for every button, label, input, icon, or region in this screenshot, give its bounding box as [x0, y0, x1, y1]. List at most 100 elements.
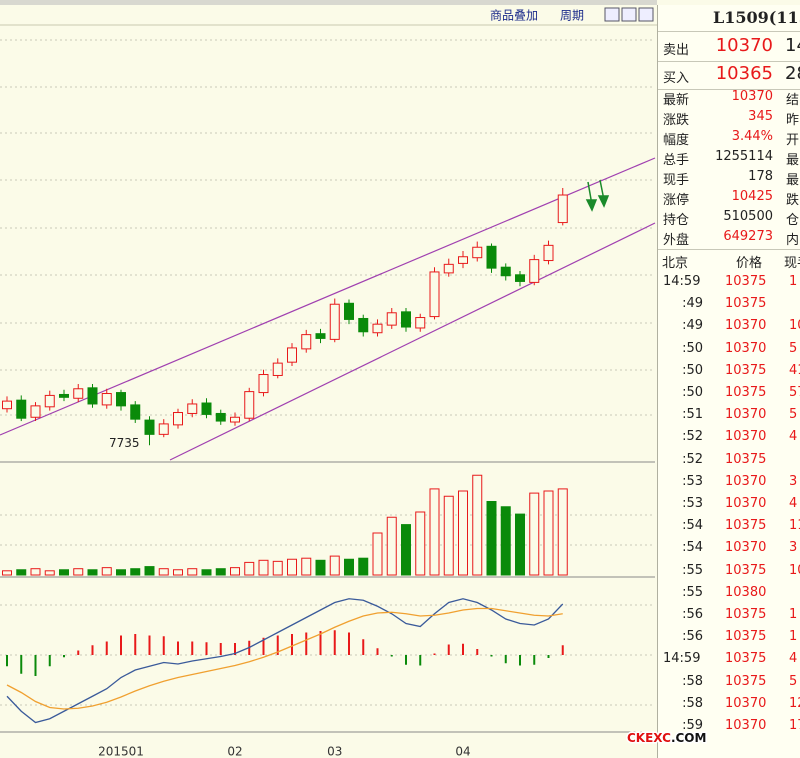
stat-label: 总手 — [663, 153, 690, 168]
candle-body — [30, 405, 41, 418]
stat-next: 昨 — [786, 113, 800, 128]
volume-bar — [44, 570, 55, 576]
tick-time: :50 — [682, 385, 703, 400]
tick-price: 10375 — [725, 562, 767, 578]
row-divider — [658, 61, 800, 62]
candle-body — [315, 333, 326, 339]
volume-bar — [130, 568, 141, 576]
volume-bar — [329, 555, 340, 576]
candle-body — [429, 271, 440, 318]
stat-next: 仓 — [786, 213, 800, 228]
tick-volume: 4 — [789, 496, 798, 511]
candle-body — [344, 302, 354, 320]
tick-time: :58 — [682, 695, 703, 711]
x-tick-label: 04 — [455, 745, 470, 758]
candle-body — [401, 311, 411, 328]
period-button[interactable]: 周期 — [560, 9, 584, 23]
stat-value: 3.44% — [731, 129, 773, 144]
zoom-buttons[interactable] — [604, 7, 654, 22]
tick-time: :58 — [682, 673, 703, 689]
candle-body — [173, 412, 183, 426]
volume-bar — [73, 568, 84, 576]
stat-next: 最 — [786, 153, 800, 168]
candle-body — [230, 416, 240, 423]
candle-body — [386, 312, 397, 326]
candle-body — [73, 388, 84, 399]
stat-value: 345 — [748, 109, 773, 124]
stat-value: 10425 — [731, 189, 773, 204]
trend-channel — [0, 157, 656, 461]
stat-next: 内 — [786, 233, 800, 248]
row-divider — [658, 31, 800, 32]
annotation: 7735 — [109, 436, 140, 450]
tick-price: 10370 — [725, 496, 767, 511]
volume-bar — [258, 559, 269, 576]
tick-time: :53 — [682, 496, 703, 511]
tick-volume: 5 — [789, 340, 798, 356]
candle-body — [458, 256, 468, 264]
x-tick-label: 201501 — [98, 745, 144, 758]
stat-label: 涨停 — [663, 193, 690, 208]
candle-body — [215, 412, 226, 422]
candle-body — [515, 274, 525, 282]
tick-volume: 1 — [789, 274, 798, 289]
stat-next: 跌 — [786, 193, 800, 208]
volume-bar — [386, 516, 397, 576]
tick-time: :49 — [682, 296, 703, 312]
tick-price: 10375 — [725, 651, 767, 667]
chart-header — [0, 5, 657, 25]
volume-bar — [515, 513, 525, 576]
tick-volume: 5 — [789, 407, 798, 423]
stat-label: 最新 — [663, 93, 690, 108]
candle-body — [258, 374, 269, 394]
tick-time: :54 — [682, 518, 703, 534]
candle-body — [87, 387, 98, 405]
tick-price: 10370 — [725, 429, 767, 445]
candle-body — [543, 244, 554, 262]
tick-time: 14:59 — [663, 651, 701, 667]
volume-bar — [59, 569, 69, 576]
volume-bar — [500, 506, 511, 576]
tick-time: :53 — [682, 473, 703, 489]
candle-body — [244, 391, 255, 419]
tick-header: 现手 — [784, 256, 800, 271]
candle-body — [16, 399, 27, 419]
candle-body — [372, 323, 383, 334]
tick-price: 10370 — [725, 718, 767, 733]
candle-body — [329, 303, 340, 340]
tick-volume: 4 — [789, 651, 798, 667]
row-divider — [658, 249, 800, 250]
quote-extra: 14 — [785, 35, 800, 56]
tick-price: 10375 — [725, 629, 767, 645]
tick-time: :50 — [682, 340, 703, 356]
row-divider — [658, 89, 800, 90]
stat-value: 649273 — [723, 229, 773, 244]
overlay-button[interactable]: 商品叠加 — [490, 8, 538, 23]
volume-bar — [16, 569, 27, 576]
tick-volume: 41 — [789, 362, 800, 378]
tick-price: 10370 — [725, 407, 767, 423]
quote-label: 买入 — [663, 71, 690, 86]
volume-bar — [415, 511, 426, 576]
stat-value: 10370 — [731, 89, 773, 104]
tick-header: 北京 — [662, 256, 689, 271]
tick-volume: 11 — [789, 518, 800, 534]
stat-label: 现手 — [663, 173, 690, 188]
volume-bar — [486, 501, 497, 576]
tick-volume: 4 — [789, 429, 798, 445]
tick-volume: 57 — [789, 385, 800, 400]
volume-bar — [173, 569, 183, 576]
tick-price: 10370 — [725, 340, 767, 356]
candle-body — [287, 347, 297, 363]
volume-bar — [301, 557, 312, 576]
tick-price: 10375 — [725, 451, 767, 467]
candle-body — [529, 259, 540, 283]
stat-label: 涨跌 — [663, 113, 690, 128]
tick-volume: 17 — [789, 718, 800, 733]
candle-body — [557, 194, 568, 224]
tick-price: 10375 — [725, 673, 767, 689]
tick-time: :59 — [682, 718, 703, 733]
candle-body — [472, 246, 483, 259]
tick-volume: 3 — [789, 540, 798, 556]
volume-bar — [101, 567, 112, 576]
